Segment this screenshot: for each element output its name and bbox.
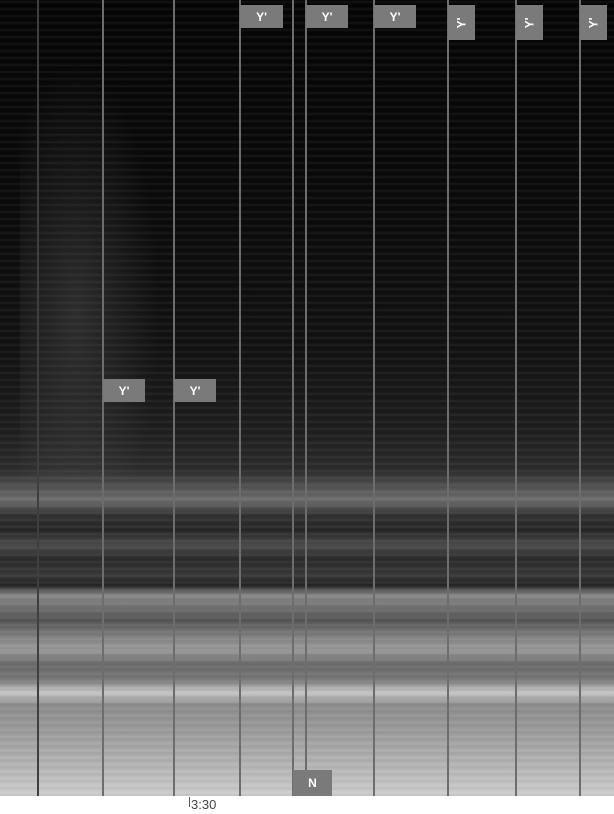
- boundary-line: [373, 0, 375, 796]
- boundary-line: [579, 0, 581, 796]
- marker-label: N: [293, 770, 332, 796]
- time-label: 3:30: [191, 797, 217, 812]
- marker-label: Y': [580, 5, 607, 40]
- marker-label: Y': [374, 5, 416, 28]
- marker-text: Y': [586, 17, 601, 28]
- noise-haze: [20, 60, 160, 480]
- spectrogram: Y' Y' Y' Y' Y' Y' Y' Y' N: [0, 0, 614, 796]
- marker-label: Y': [306, 5, 348, 28]
- boundary-line: [37, 0, 39, 796]
- marker-label: Y': [103, 379, 145, 402]
- marker-label: Y': [240, 5, 283, 28]
- marker-text: Y': [454, 17, 469, 28]
- time-tick: [189, 797, 190, 807]
- marker-label: Y': [448, 5, 475, 40]
- boundary-line: [515, 0, 517, 796]
- boundary-line: [447, 0, 449, 796]
- marker-label: Y': [516, 5, 543, 40]
- boundary-line: [305, 0, 307, 796]
- boundary-line: [239, 0, 241, 796]
- marker-label: Y': [174, 379, 216, 402]
- marker-text: Y': [522, 17, 537, 28]
- boundary-line: [292, 0, 294, 796]
